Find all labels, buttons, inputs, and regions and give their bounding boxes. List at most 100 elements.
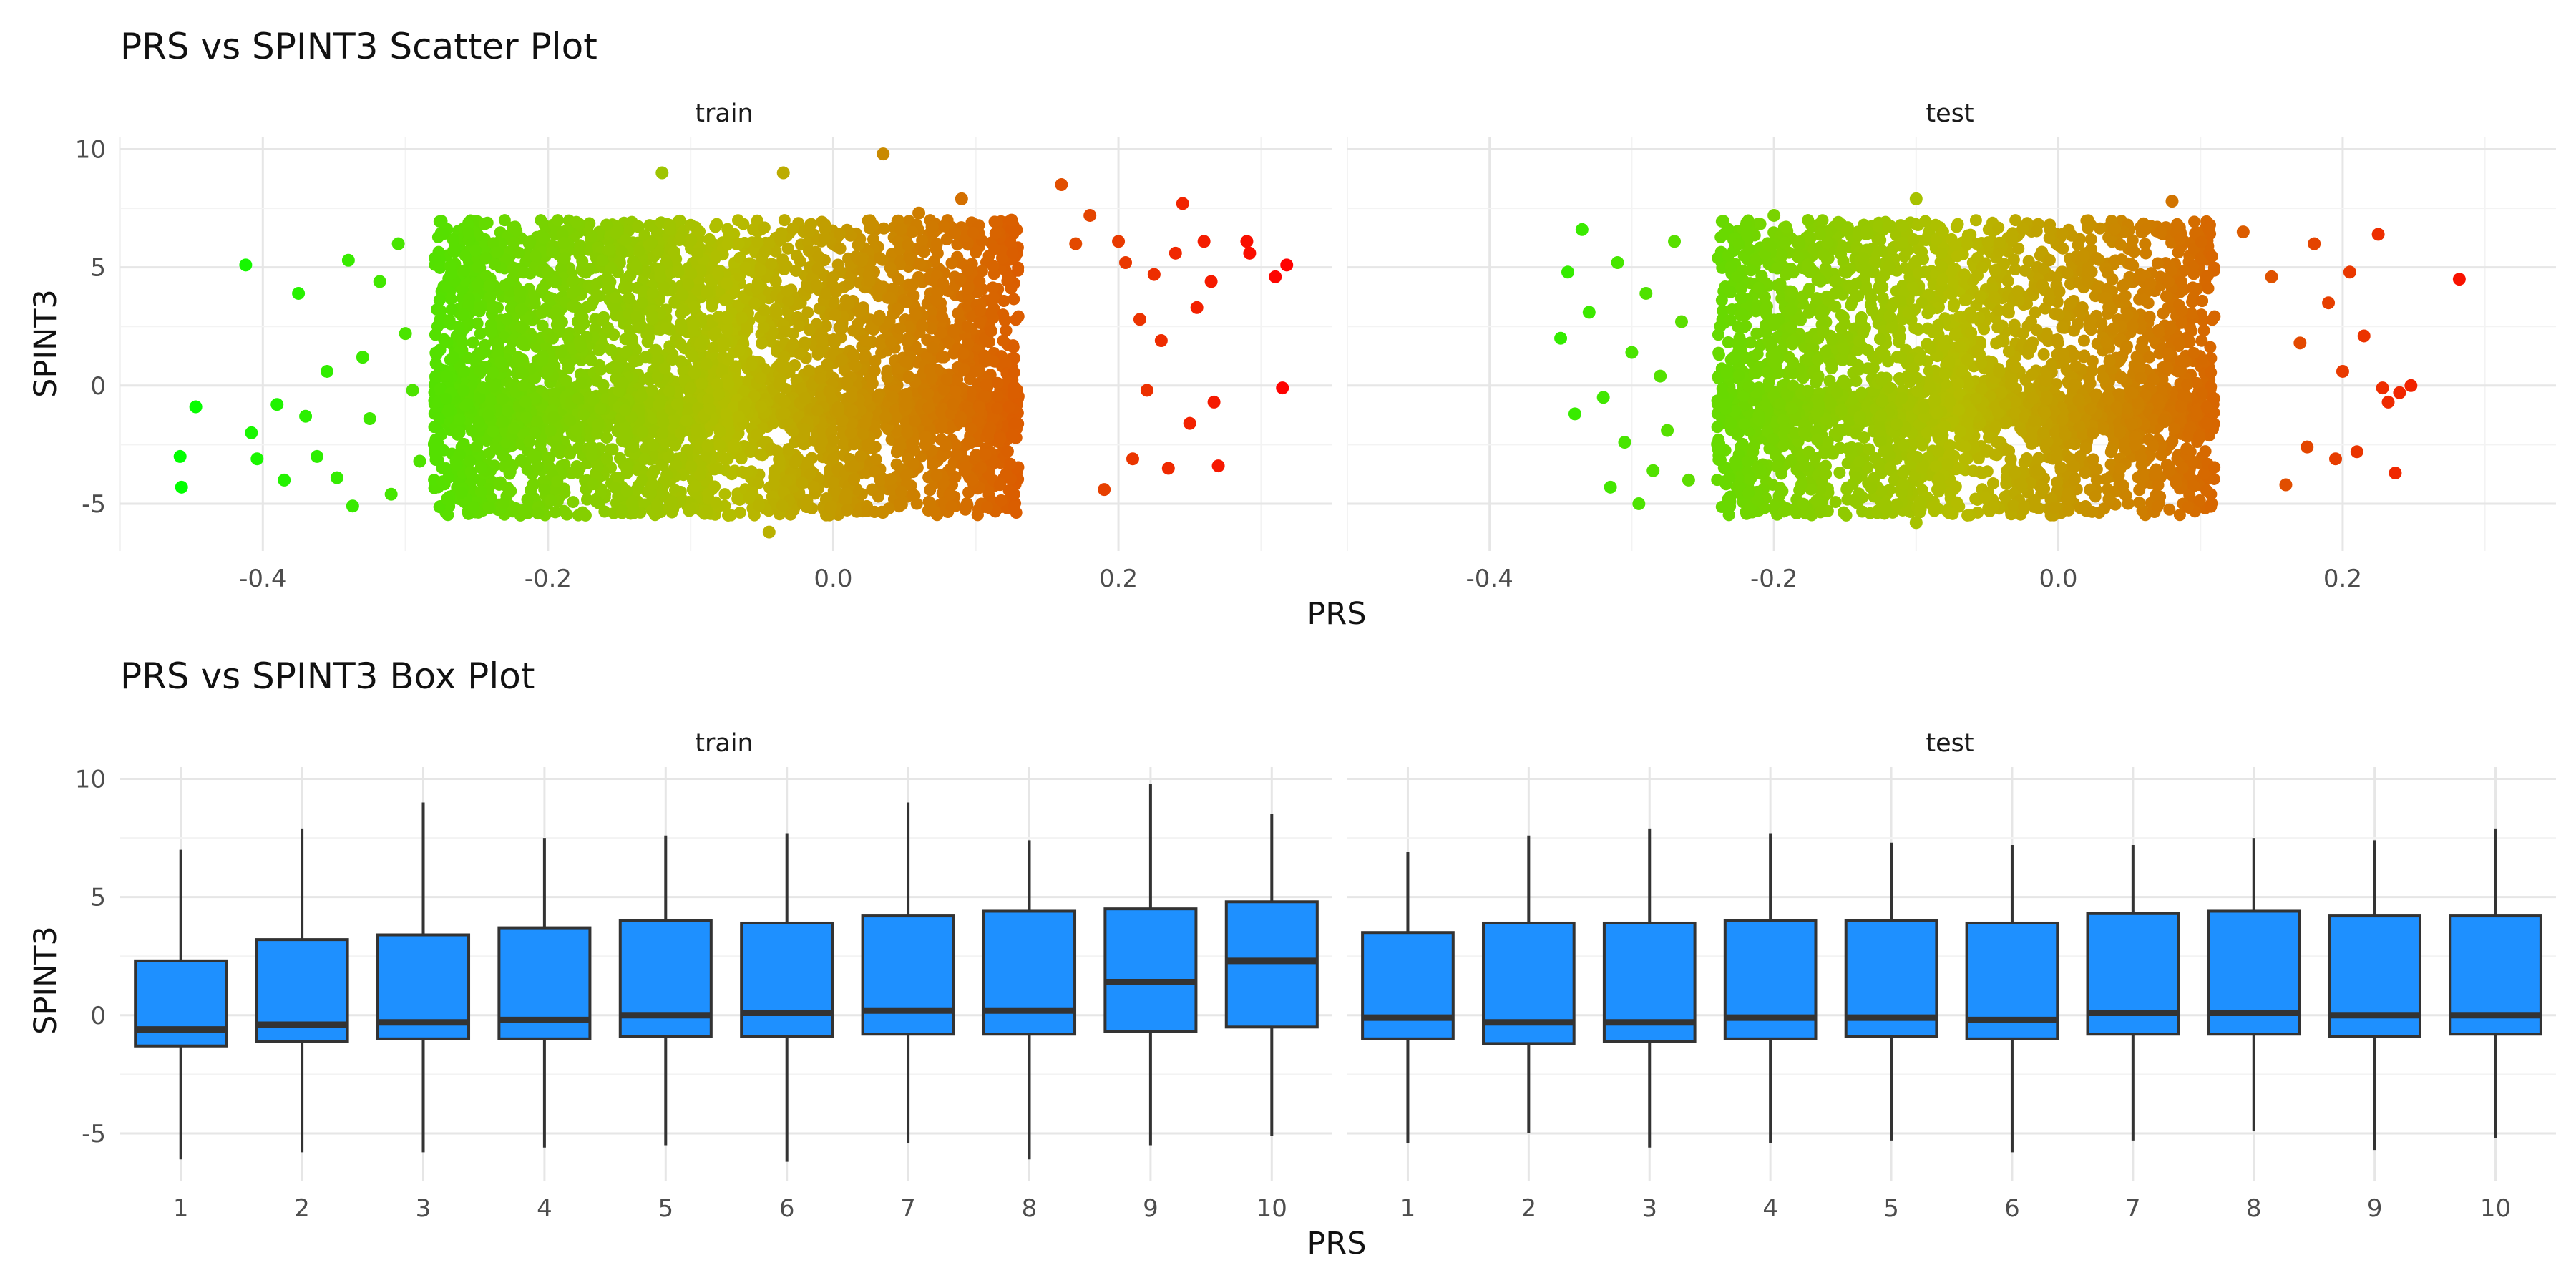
scatter-point [706,300,718,313]
scatter-point [531,460,544,473]
scatter-point [884,292,897,305]
scatter-point [558,252,571,265]
scatter-point [722,509,735,522]
scatter-point [827,476,840,489]
scatter-point [937,220,950,233]
scatter-point [596,254,609,267]
scatter-point [782,443,795,456]
scatter-point [501,404,514,417]
scatter-point [713,439,726,452]
scatter-point [899,469,912,482]
scatter-point [997,334,1010,347]
x-tick-label: -0.4 [239,565,286,593]
scatter-point [650,343,663,356]
scatter-point [907,441,919,454]
scatter-facet-label-test: test [1926,99,1974,128]
scatter-point [456,336,469,348]
scatter-point [811,263,824,275]
scatter-point [579,509,592,522]
scatter-point [947,326,960,338]
scatter-point [711,218,723,230]
scatter-point [458,264,471,277]
scatter-point [849,360,862,373]
scatter-point [663,218,676,231]
scatter-point [632,245,645,258]
scatter-point [834,242,847,255]
scatter-point [483,280,496,293]
scatter-point [969,365,982,378]
scatter-point [590,278,603,291]
scatter-point [600,431,613,444]
scatter-point [909,308,922,321]
x-tick-label: -0.2 [525,565,572,593]
scatter-point [833,321,846,334]
scatter-point [549,506,562,519]
scatter-point [660,468,673,481]
scatter-point [821,358,834,371]
scatter-point [743,492,756,504]
scatter-point [769,275,782,288]
scatter-point [1008,488,1020,501]
scatter-point [926,459,939,472]
scatter-point [433,293,446,306]
scatter-point [961,320,974,333]
scatter-point [926,341,939,354]
scatter-point [959,503,972,516]
scatter-point [447,245,459,258]
scatter-point [619,233,632,246]
scatter-point [739,261,752,274]
scatter-point [653,263,666,275]
scatter-point [496,415,509,428]
scatter-point [492,341,504,354]
scatter-point [816,335,829,348]
scatter-point [512,246,525,259]
scatter-point [475,348,488,361]
scatter-point [973,275,986,288]
scatter-point [690,424,703,436]
scatter-point [674,426,687,439]
scatter-point [572,467,585,479]
scatter-point [710,250,723,263]
scatter-point [703,233,716,245]
scatter-point [721,353,734,366]
scatter-point [731,214,744,227]
scatter-point [721,323,734,336]
scatter-point [994,432,1007,445]
scatter-point [695,377,708,390]
scatter-point [487,425,499,438]
scatter-point [973,316,986,329]
scatter-point [594,363,607,376]
scatter-point [940,374,953,386]
scatter-point [620,462,633,474]
scatter-point [651,502,664,514]
scatter-point [701,286,713,299]
scatter-point [524,235,537,248]
scatter-point [429,449,442,462]
scatter-point [434,382,447,395]
scatter-point [1001,445,1014,458]
scatter-point [537,232,550,245]
scatter-point [789,264,802,277]
scatter-point [1012,264,1025,277]
scatter-point [997,295,1010,308]
scatter-point [628,355,641,368]
scatter-point [803,323,816,336]
scatter-point [757,321,770,333]
scatter-point [700,358,713,371]
scatter-point [754,448,767,461]
scatter-point [546,246,559,259]
scatter-point [543,451,556,464]
scatter-point [447,351,459,364]
scatter-point [981,501,994,514]
scatter-point [512,351,525,364]
scatter-point [984,421,997,434]
scatter-point [751,428,763,441]
scatter-point [867,219,879,232]
scatter-point [709,496,722,509]
scatter-point [780,474,793,487]
x-tick-label: 0.0 [814,565,852,593]
scatter-point [886,390,899,403]
scatter-point [771,444,784,457]
scatter-point [484,324,497,337]
